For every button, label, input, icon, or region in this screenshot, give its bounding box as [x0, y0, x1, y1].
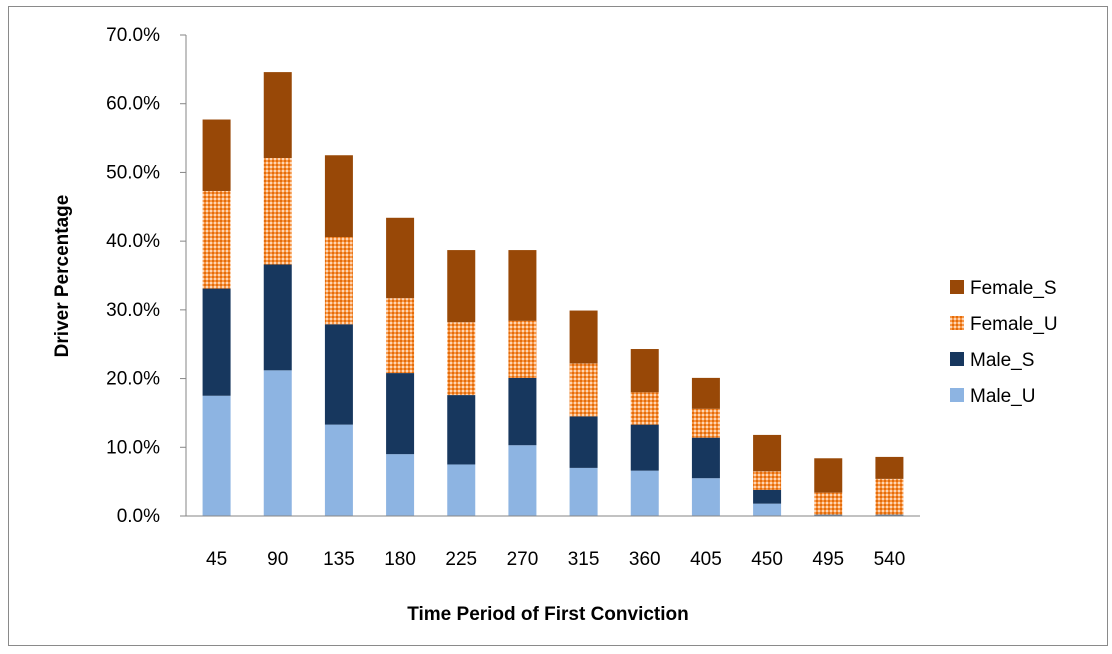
bar-segment-male-s [630, 424, 659, 471]
x-axis-title: Time Period of First Conviction [407, 604, 689, 625]
y-tick-label: 70.0% [106, 25, 160, 46]
bar-segment-male-u [753, 503, 782, 516]
legend-swatch [950, 280, 964, 294]
bar-segment-male-u [691, 478, 720, 516]
bar-segment-male-s [324, 324, 353, 425]
bar-segment-female-u [569, 363, 598, 417]
bar-segment-male-u [630, 470, 659, 516]
x-tick-label: 180 [384, 549, 416, 570]
x-tick-label: 270 [507, 549, 539, 570]
y-axis: 0.0% 10.0% 20.0% 30.0% 40.0% 50.0% 60.0% 70.0% [106, 25, 187, 527]
y-tick-label: 0.0% [117, 506, 160, 527]
legend-label: Female_S [970, 278, 1057, 299]
x-tick-label: 360 [629, 549, 661, 570]
bar-segment-female-s [875, 456, 904, 479]
bar-segment-male-u [569, 467, 598, 516]
bar-segment-female-u [875, 478, 904, 515]
bar-segment-male-s [691, 437, 720, 479]
bar-segment-male-u [447, 464, 476, 516]
y-tick-label: 60.0% [106, 94, 160, 115]
legend: Female_S Female_U Male_S Male_U [950, 278, 1058, 407]
y-tick-label: 10.0% [106, 437, 160, 458]
bar-segment-female-u [324, 237, 353, 325]
bar-segment-male-u [386, 454, 415, 516]
bar-segment-male-u [263, 370, 292, 516]
bar-segment-male-s [814, 514, 843, 516]
bar-segment-female-u [263, 157, 292, 265]
legend-item-female-u: Female_U [950, 314, 1058, 335]
bar-segment-male-u [202, 395, 231, 516]
legend-item-female-s: Female_S [950, 278, 1057, 299]
y-tick-label: 50.0% [106, 162, 160, 183]
bar-segment-female-u [202, 190, 231, 289]
legend-swatch [950, 388, 964, 402]
x-tick-label: 225 [445, 549, 477, 570]
y-tick-label: 40.0% [106, 231, 160, 252]
x-tick-label: 45 [206, 549, 227, 570]
legend-label: Male_S [970, 350, 1034, 371]
y-axis-title: Driver Percentage [52, 195, 73, 358]
y-tick-label: 30.0% [106, 300, 160, 321]
bar-segment-female-s [630, 349, 659, 393]
bar-segment-female-u [630, 392, 659, 425]
bar-segment-male-s [447, 395, 476, 465]
legend-item-male-u: Male_U [950, 386, 1035, 407]
bar-segment-female-u [386, 298, 415, 374]
bar-segment-female-u [447, 322, 476, 396]
x-axis: 45 90 135 180 225 270 315 360 405 450 495 540 [186, 515, 920, 570]
x-tick-label: 135 [323, 549, 355, 570]
bar-segment-female-s [753, 434, 782, 472]
chart-frame [8, 6, 1108, 646]
bar-segment-female-s [508, 250, 537, 321]
bar-segment-male-s [386, 373, 415, 455]
bar-segment-male-s [263, 264, 292, 371]
x-tick-label: 315 [568, 549, 600, 570]
y-tick-label: 20.0% [106, 369, 160, 390]
bar-segment-female-s [263, 72, 292, 158]
legend-swatch [950, 316, 964, 330]
bar-segment-female-s [569, 310, 598, 364]
legend-swatch [950, 352, 964, 366]
x-tick-label: 495 [812, 549, 844, 570]
bar-segment-female-u [753, 471, 782, 490]
x-tick-label: 450 [751, 549, 783, 570]
bar-segment-male-u [508, 445, 537, 516]
legend-label: Female_U [970, 314, 1058, 335]
bar-segment-male-s [569, 416, 598, 468]
bar-segment-male-s [753, 489, 782, 504]
bar-segment-female-s [324, 155, 353, 238]
bar-segment-male-s [508, 377, 537, 446]
bar-segment-female-s [814, 458, 843, 493]
x-tick-label: 405 [690, 549, 722, 570]
bar-segment-male-s [875, 514, 904, 516]
bar-segment-female-u [691, 408, 720, 438]
bar-segment-female-u [814, 492, 843, 515]
plot-area [202, 72, 904, 516]
x-tick-label: 90 [267, 549, 288, 570]
legend-label: Male_U [970, 386, 1035, 407]
bar-segment-female-u [508, 320, 537, 378]
legend-item-male-s: Male_S [950, 350, 1034, 371]
bar-segment-female-s [447, 250, 476, 323]
bar-segment-female-s [691, 377, 720, 409]
bar-segment-male-s [202, 288, 231, 396]
bar-segment-male-u [324, 424, 353, 516]
x-tick-label: 540 [874, 549, 906, 570]
bar-segment-female-s [202, 119, 231, 191]
bar-segment-female-s [386, 217, 415, 299]
